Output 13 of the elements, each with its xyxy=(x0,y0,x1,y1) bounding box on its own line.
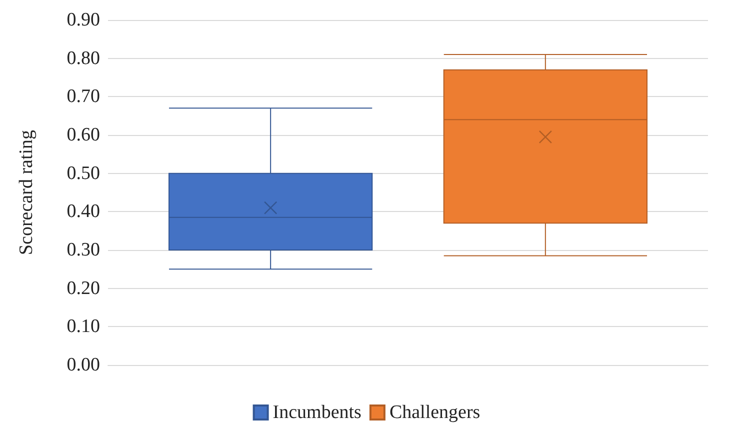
legend-label: Incumbents xyxy=(272,402,362,423)
y-tick-label: 0.40 xyxy=(66,201,100,222)
y-tick-label: 0.60 xyxy=(66,124,100,146)
y-tick-label: 0.20 xyxy=(66,278,100,299)
y-tick-label: 0.90 xyxy=(66,10,100,30)
y-tick-label: 0.30 xyxy=(66,240,100,260)
y-axis-title: Scorecard rating xyxy=(16,129,37,256)
y-tick-label: 0.70 xyxy=(66,86,100,108)
y-tick-label: 0.10 xyxy=(66,316,100,338)
y-tick-label: 0.50 xyxy=(66,162,100,184)
y-tick-label: 0.00 xyxy=(66,354,100,376)
legend-label: Challengers xyxy=(389,402,480,423)
y-tick-label: 0.80 xyxy=(66,48,100,69)
